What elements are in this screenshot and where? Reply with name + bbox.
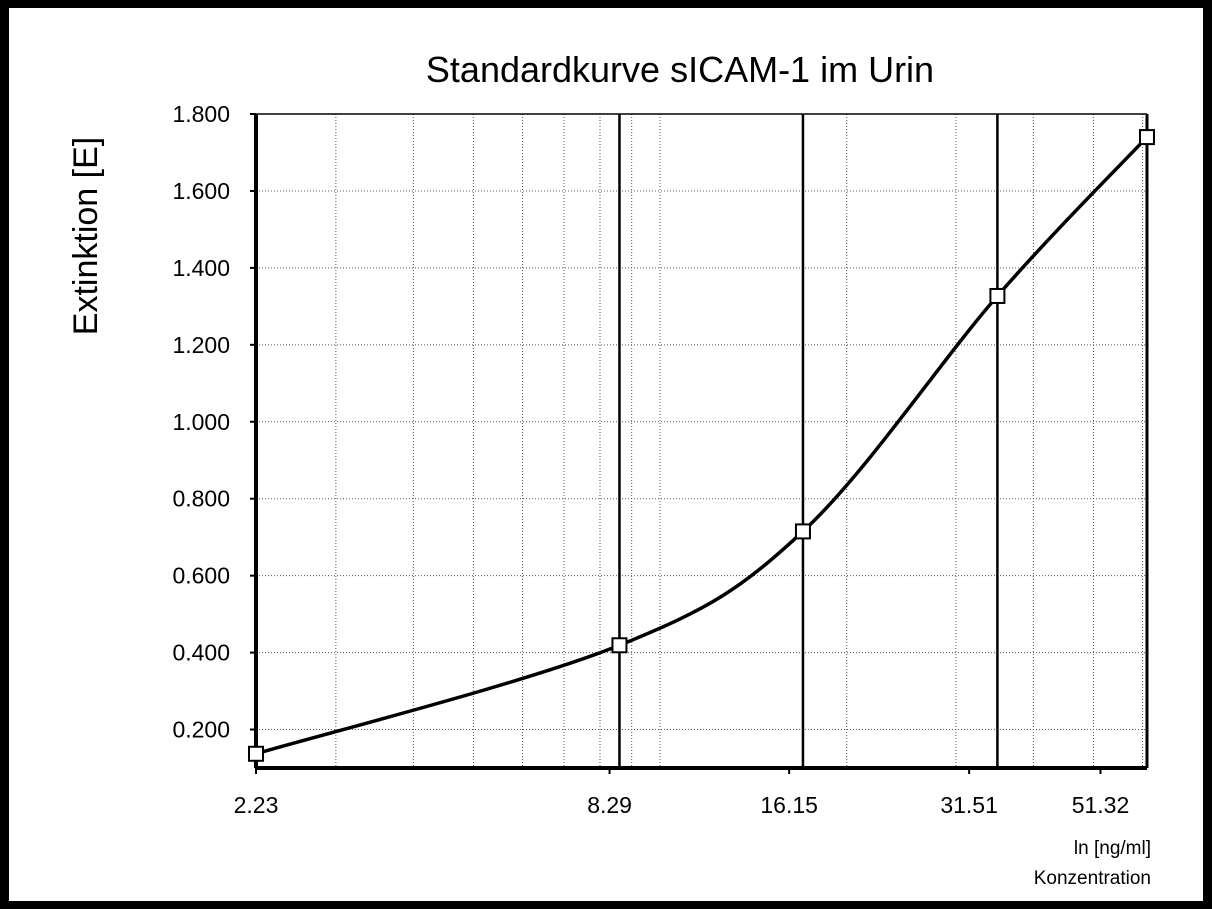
x-tick-label: 16.15 xyxy=(760,792,818,818)
x-tick-label: 31.51 xyxy=(940,792,998,818)
y-tick-label: 1.800 xyxy=(172,101,230,127)
axes-layer xyxy=(254,113,1149,770)
data-point-marker xyxy=(1139,129,1155,146)
points-layer xyxy=(248,129,1155,762)
data-point-marker xyxy=(989,287,1006,304)
chart-title: Standardkurve sICAM-1 im Urin xyxy=(426,49,934,90)
grid-layer xyxy=(256,113,1147,768)
y-tick-label: 1.000 xyxy=(172,409,230,435)
x-tick-label: 2.23 xyxy=(234,792,279,818)
y-axis-label: Extinktion [E] xyxy=(67,137,105,335)
x-axis-label-name: Konzentration xyxy=(1034,868,1151,889)
y-tick-label: 1.200 xyxy=(172,332,230,358)
curve-layer xyxy=(255,135,1149,756)
vertical-markers-layer xyxy=(618,114,999,768)
tick-labels-layer: 0.200 0.400 0.600 0.800 1.000 1.200 1.400 1.600… xyxy=(172,101,1129,818)
data-point-marker xyxy=(611,637,628,654)
y-tick-label: 0.800 xyxy=(172,486,230,512)
x-tick-label: 51.32 xyxy=(1072,792,1130,818)
y-tick-label: 1.400 xyxy=(172,255,230,281)
data-point-marker xyxy=(794,523,811,540)
y-tick-label: 1.600 xyxy=(172,178,230,204)
data-point-marker xyxy=(248,745,264,762)
y-tick-label: 0.600 xyxy=(172,563,230,589)
chart-frame xyxy=(9,8,1203,901)
x-axis-label-unit: ln [ng/ml] xyxy=(1074,838,1151,859)
x-tick-label: 8.29 xyxy=(587,792,632,818)
y-tick-label: 0.400 xyxy=(172,640,230,666)
standard-curve-line xyxy=(255,135,1149,756)
y-tick-label: 0.200 xyxy=(172,717,230,743)
